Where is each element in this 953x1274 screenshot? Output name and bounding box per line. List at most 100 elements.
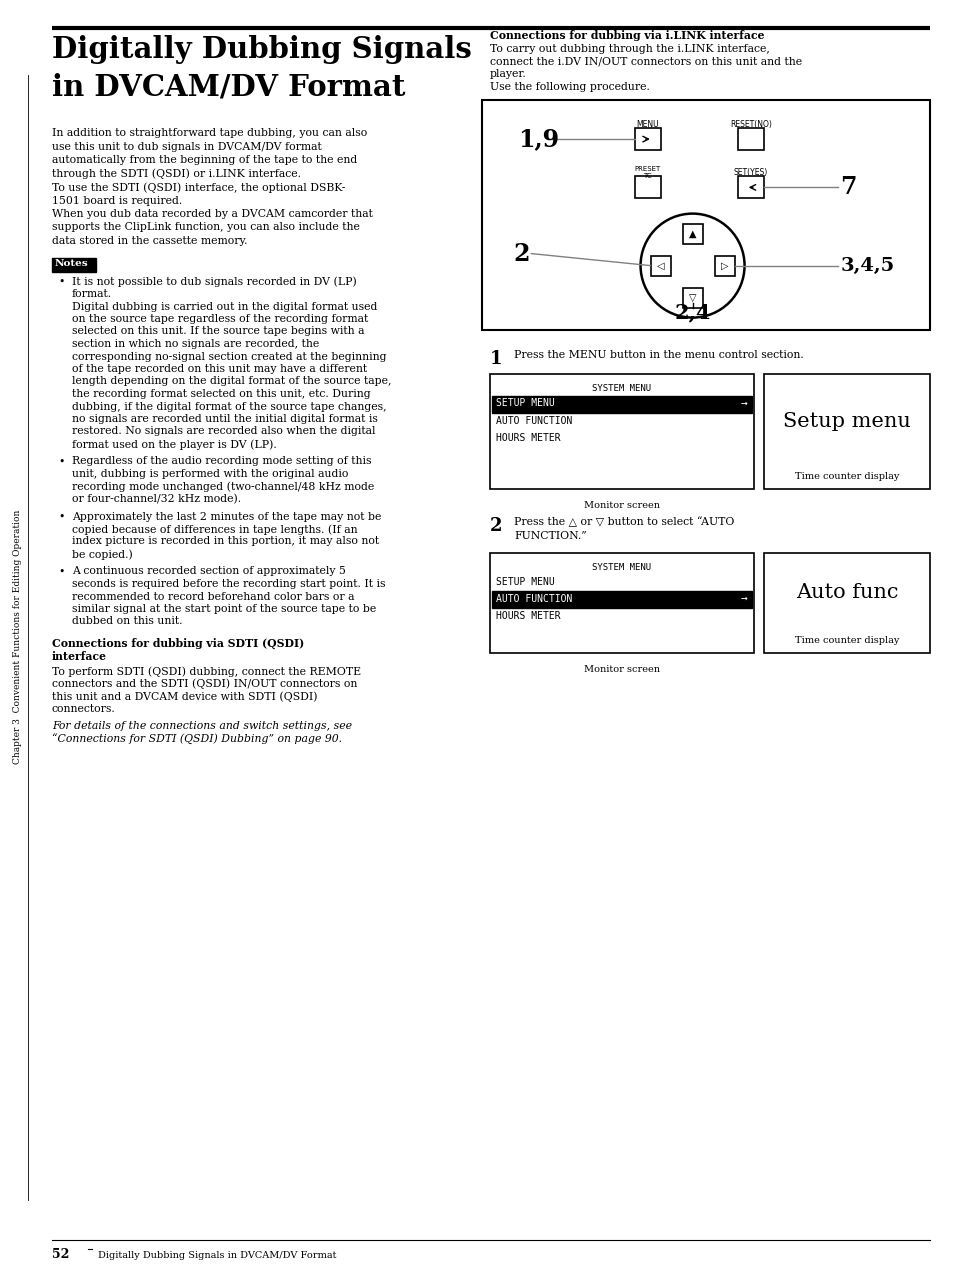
Text: unit, dubbing is performed with the original audio: unit, dubbing is performed with the orig… [71, 469, 348, 479]
Bar [481, 99, 929, 330]
Text: on the source tape regardless of the recording format: on the source tape regardless of the rec… [71, 313, 368, 324]
Text: the recording format selected on this unit, etc. During: the recording format selected on this un… [71, 389, 370, 399]
Bar [52, 257, 96, 271]
Text: connectors and the SDTI (QSDI) IN/OUT connectors on: connectors and the SDTI (QSDI) IN/OUT co… [52, 679, 357, 689]
Text: TC: TC [642, 173, 652, 180]
Text: restored. No signals are recorded also when the digital: restored. No signals are recorded also w… [71, 427, 375, 437]
Text: corresponding no-signal section created at the beginning: corresponding no-signal section created … [71, 352, 386, 362]
Text: dubbed on this unit.: dubbed on this unit. [71, 617, 182, 627]
Text: Digitally Dubbing Signals: Digitally Dubbing Signals [52, 34, 472, 64]
Text: Use the following procedure.: Use the following procedure. [490, 82, 649, 92]
Text: Auto func: Auto func [795, 583, 898, 603]
Text: ▲: ▲ [688, 228, 696, 238]
Text: similar signal at the start point of the source tape to be: similar signal at the start point of the… [71, 604, 375, 614]
Text: copied because of differences in tape lengths. (If an: copied because of differences in tape le… [71, 524, 357, 535]
Text: 1,9: 1,9 [517, 127, 558, 152]
Text: SYSTEM MENU: SYSTEM MENU [592, 383, 651, 392]
Text: player.: player. [490, 69, 526, 79]
Text: be copied.): be copied.) [71, 549, 132, 559]
Bar [737, 129, 763, 150]
Text: section in which no signals are recorded, the: section in which no signals are recorded… [71, 339, 319, 349]
Text: SET(YES): SET(YES) [733, 168, 767, 177]
Text: Connections for dubbing via SDTI (QSDI): Connections for dubbing via SDTI (QSDI) [52, 638, 304, 650]
Bar [681, 288, 701, 307]
Bar [634, 176, 660, 199]
Text: 2: 2 [490, 517, 502, 535]
Text: HOURS METER: HOURS METER [496, 433, 560, 443]
Text: •: • [58, 567, 64, 577]
Text: this unit and a DVCAM device with SDTI (QSDI): this unit and a DVCAM device with SDTI (… [52, 691, 317, 702]
Text: Regardless of the audio recording mode setting of this: Regardless of the audio recording mode s… [71, 456, 371, 466]
Text: Digital dubbing is carried out in the digital format used: Digital dubbing is carried out in the di… [71, 302, 377, 312]
Text: Time counter display: Time counter display [794, 636, 899, 645]
Text: SYSTEM MENU: SYSTEM MENU [592, 563, 651, 572]
Text: •: • [58, 276, 64, 287]
Bar [492, 591, 751, 608]
Text: AUTO FUNCTION: AUTO FUNCTION [496, 417, 572, 426]
Text: It is not possible to dub signals recorded in DV (LP): It is not possible to dub signals record… [71, 276, 356, 287]
Text: RESET(NO): RESET(NO) [729, 120, 771, 129]
Text: seconds is required before the recording start point. It is: seconds is required before the recording… [71, 578, 385, 589]
Text: 1: 1 [490, 350, 502, 368]
Text: When you dub data recorded by a DVCAM camcorder that: When you dub data recorded by a DVCAM ca… [52, 209, 373, 219]
Text: use this unit to dub signals in DVCAM/DV format: use this unit to dub signals in DVCAM/DV… [52, 141, 321, 152]
Bar [763, 553, 929, 654]
Text: of the tape recorded on this unit may have a different: of the tape recorded on this unit may ha… [71, 364, 367, 375]
Text: A continuous recorded section of approximately 5: A continuous recorded section of approxi… [71, 567, 346, 577]
Text: 3,4,5: 3,4,5 [840, 256, 894, 275]
Text: 2,4: 2,4 [674, 302, 710, 322]
Text: “Connections for SDTI (QSDI) Dubbing” on page 90.: “Connections for SDTI (QSDI) Dubbing” on… [52, 734, 342, 744]
Text: 7: 7 [840, 176, 856, 200]
Bar [763, 375, 929, 489]
Text: •: • [58, 511, 64, 521]
Text: format.: format. [71, 289, 112, 299]
Text: 1501 board is required.: 1501 board is required. [52, 195, 182, 205]
Text: Monitor screen: Monitor screen [583, 501, 659, 510]
Text: To carry out dubbing through the i.LINK interface,: To carry out dubbing through the i.LINK … [490, 45, 769, 54]
Text: connect the i.DV IN/OUT connectors on this unit and the: connect the i.DV IN/OUT connectors on th… [490, 56, 801, 66]
Text: •: • [58, 456, 64, 466]
Text: interface: interface [52, 651, 107, 662]
Text: For details of the connections and switch settings, see: For details of the connections and switc… [52, 721, 352, 731]
Text: no signals are recorded until the initial digital format is: no signals are recorded until the initia… [71, 414, 377, 424]
Text: HOURS METER: HOURS METER [496, 612, 560, 620]
Text: AUTO FUNCTION: AUTO FUNCTION [496, 594, 572, 604]
Text: To perform SDTI (QSDI) dubbing, connect the REMOTE: To perform SDTI (QSDI) dubbing, connect … [52, 666, 361, 676]
Text: Time counter display: Time counter display [794, 471, 899, 482]
Text: Digitally Dubbing Signals in DVCAM/DV Format: Digitally Dubbing Signals in DVCAM/DV Fo… [98, 1251, 336, 1260]
Bar [634, 129, 660, 150]
Text: MENU: MENU [636, 120, 659, 129]
Text: ◁: ◁ [656, 261, 663, 270]
Text: In addition to straightforward tape dubbing, you can also: In addition to straightforward tape dubb… [52, 127, 367, 138]
Text: 52: 52 [52, 1249, 70, 1261]
Bar [737, 176, 763, 199]
Text: supports the ClipLink function, you can also include the: supports the ClipLink function, you can … [52, 223, 359, 232]
Text: Connections for dubbing via i.LINK interface: Connections for dubbing via i.LINK inter… [490, 31, 763, 41]
Bar [490, 375, 753, 489]
Text: Approximately the last 2 minutes of the tape may not be: Approximately the last 2 minutes of the … [71, 511, 381, 521]
Text: through the SDTI (QSDI) or i.LINK interface.: through the SDTI (QSDI) or i.LINK interf… [52, 168, 301, 180]
Text: connectors.: connectors. [52, 703, 115, 713]
Text: recommended to record beforehand color bars or a: recommended to record beforehand color b… [71, 591, 355, 601]
Text: Monitor screen: Monitor screen [583, 665, 659, 674]
Bar [492, 396, 751, 413]
Text: Chapter 3  Convenient Functions for Editing Operation: Chapter 3 Convenient Functions for Editi… [13, 510, 23, 764]
Text: SETUP MENU: SETUP MENU [496, 577, 554, 587]
Text: →: → [740, 399, 746, 409]
Text: or four-channel/32 kHz mode).: or four-channel/32 kHz mode). [71, 494, 241, 505]
Text: 2: 2 [513, 242, 529, 265]
Text: ▽: ▽ [688, 293, 696, 303]
Text: dubbing, if the digital format of the source tape changes,: dubbing, if the digital format of the so… [71, 401, 386, 412]
Text: FUNCTION.”: FUNCTION.” [514, 531, 586, 541]
Text: data stored in the cassette memory.: data stored in the cassette memory. [52, 236, 247, 246]
Text: format used on the player is DV (LP).: format used on the player is DV (LP). [71, 440, 276, 450]
Text: Press the MENU button in the menu control section.: Press the MENU button in the menu contro… [514, 350, 803, 361]
Text: →: → [740, 594, 746, 604]
Text: ▷: ▷ [720, 261, 727, 270]
Text: To use the SDTI (QSDI) interface, the optional DSBK-: To use the SDTI (QSDI) interface, the op… [52, 182, 345, 192]
Bar [681, 224, 701, 243]
Text: Notes: Notes [55, 259, 89, 268]
Text: recording mode unchanged (two-channel/48 kHz mode: recording mode unchanged (two-channel/48… [71, 482, 374, 492]
Text: index picture is recorded in this portion, it may also not: index picture is recorded in this portio… [71, 536, 378, 547]
Bar [714, 256, 734, 275]
